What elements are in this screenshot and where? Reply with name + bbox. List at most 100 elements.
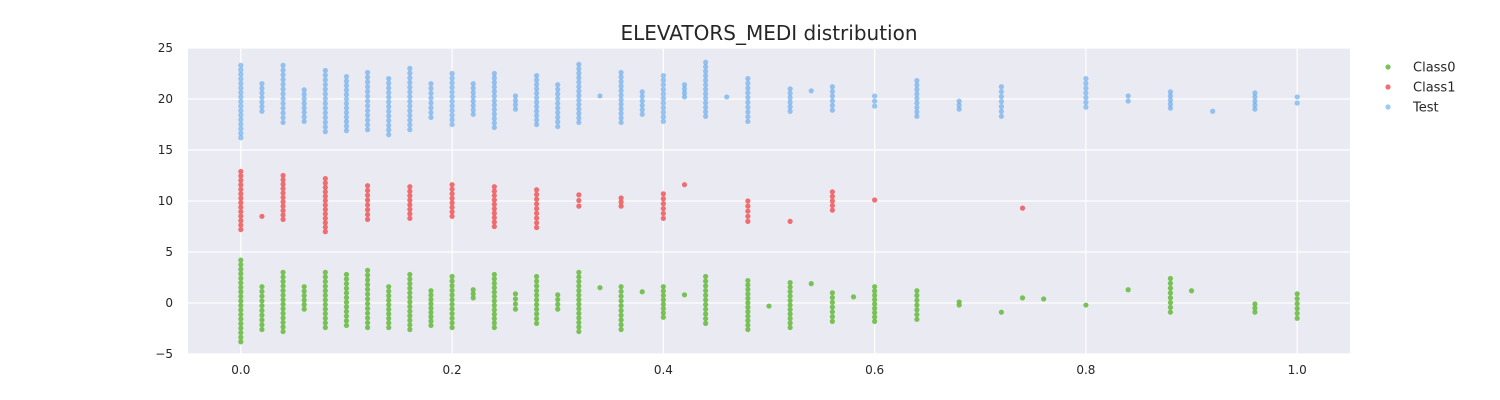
test-point [343,128,350,134]
test-point [681,90,688,96]
test-point [238,85,244,91]
test-point [407,98,413,104]
class0-point [343,322,350,329]
class0-point [703,273,709,280]
class0-point [259,298,265,304]
test-point [364,84,371,90]
test-point [1252,90,1258,96]
class0-point [1167,280,1174,286]
class1-point [280,216,286,222]
class1-point [407,206,413,212]
class0-point [301,284,307,290]
test-point [787,86,793,92]
class0-point [280,315,286,321]
class1-point [322,189,328,195]
class0-point [428,288,434,294]
class1-point [322,224,328,230]
class0-point [407,276,413,282]
class0-point [534,283,540,289]
class0-point [428,314,434,320]
class0-point [386,315,392,322]
class0-point [745,326,751,333]
test-point [576,93,582,99]
class1-point [449,195,455,201]
test-point [555,119,561,125]
test-point [449,107,455,114]
test-point [491,102,497,108]
class0-point [343,281,350,287]
class0-point [449,315,455,321]
test-point [322,105,328,111]
test-point [745,114,751,120]
class0-point [618,326,624,333]
legend-marker-class1 [1385,84,1391,90]
class0-point [364,291,371,297]
test-point [491,124,497,131]
class0-point [449,301,455,307]
class0-point [576,310,582,316]
class0-point [1019,295,1026,301]
test-point [386,127,392,133]
class0-point [491,316,497,322]
class0-point [787,288,793,295]
class0-point [238,334,244,340]
class0-point [1294,305,1300,312]
class0-point [259,317,265,323]
class0-point [280,274,286,280]
test-point [534,72,540,79]
class0-point [829,294,835,301]
class0-point [872,297,878,303]
test-point [449,103,455,109]
test-point [787,90,793,96]
class1-point [322,184,328,190]
class1-point [280,181,286,187]
test-point [660,105,666,111]
class0-point [491,311,497,317]
class0-point [407,303,413,310]
test-point [280,77,286,83]
y-tick-label: 15 [158,143,173,157]
test-point [386,85,392,91]
class0-point [576,315,582,321]
test-point [470,94,476,100]
class0-point [1167,299,1174,306]
class0-point [301,293,307,299]
class1-point [829,207,835,213]
class1-point [534,210,540,216]
class0-point [872,305,878,311]
class0-point [386,297,392,303]
test-point [745,118,751,125]
class0-point [449,273,455,280]
class1-point [745,198,751,204]
test-point [428,105,434,111]
class0-point [343,318,350,324]
test-point [703,113,709,119]
class1-point [280,212,286,218]
test-point [386,113,392,119]
class0-point [745,282,751,288]
class0-point [238,298,244,304]
class0-point [386,311,392,317]
test-point [576,66,582,72]
class0-point [534,278,540,284]
test-point [512,102,519,108]
y-tick-label: 5 [165,245,173,259]
test-point [280,96,286,102]
test-point [491,79,497,86]
class1-point [660,215,666,221]
class0-point [238,311,244,318]
test-point [534,104,540,110]
test-point [259,104,265,110]
class0-point [1167,304,1174,310]
class0-point [998,309,1005,315]
legend-marker-test [1385,104,1391,110]
test-point [829,93,835,99]
test-point [956,106,962,112]
test-point [555,105,561,111]
test-point [703,82,709,88]
class0-point [386,324,392,331]
test-point [280,86,286,92]
test-point [660,95,666,102]
class0-point [660,284,666,290]
